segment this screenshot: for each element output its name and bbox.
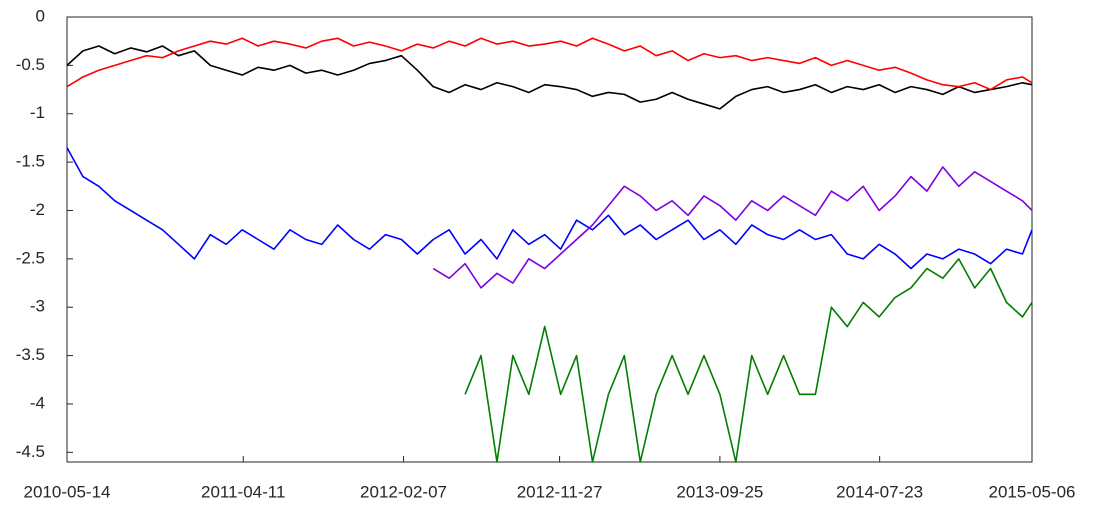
series-line bbox=[66, 37, 1033, 91]
x-tick-label: 2015-05-06 bbox=[989, 482, 1076, 501]
y-tick-label: -3.5 bbox=[16, 345, 45, 364]
x-tick-label: 2012-11-27 bbox=[517, 482, 603, 501]
x-tick-label: 2011-04-11 bbox=[201, 482, 285, 501]
y-tick-label: -0.5 bbox=[16, 55, 45, 74]
y-tick-label: -3 bbox=[30, 297, 45, 316]
y-tick-label: 0 bbox=[36, 6, 45, 25]
x-tick-label: 2010-05-14 bbox=[24, 482, 111, 501]
y-tick-label: -2.5 bbox=[16, 248, 45, 267]
x-tick-label: 2012-02-07 bbox=[360, 482, 447, 501]
x-tick-label: 2013-09-25 bbox=[676, 482, 763, 501]
series-line bbox=[66, 147, 1033, 270]
series-line bbox=[464, 258, 1033, 463]
series-line bbox=[66, 45, 1033, 110]
y-tick-label: -4 bbox=[30, 393, 45, 412]
y-tick-label: -4.5 bbox=[16, 442, 45, 461]
y-tick-label: -1.5 bbox=[16, 152, 45, 171]
series-line bbox=[432, 166, 1033, 289]
x-tick-label: 2014-07-23 bbox=[836, 482, 923, 501]
y-tick-label: -2 bbox=[30, 200, 45, 219]
y-tick-label: -1 bbox=[30, 103, 45, 122]
